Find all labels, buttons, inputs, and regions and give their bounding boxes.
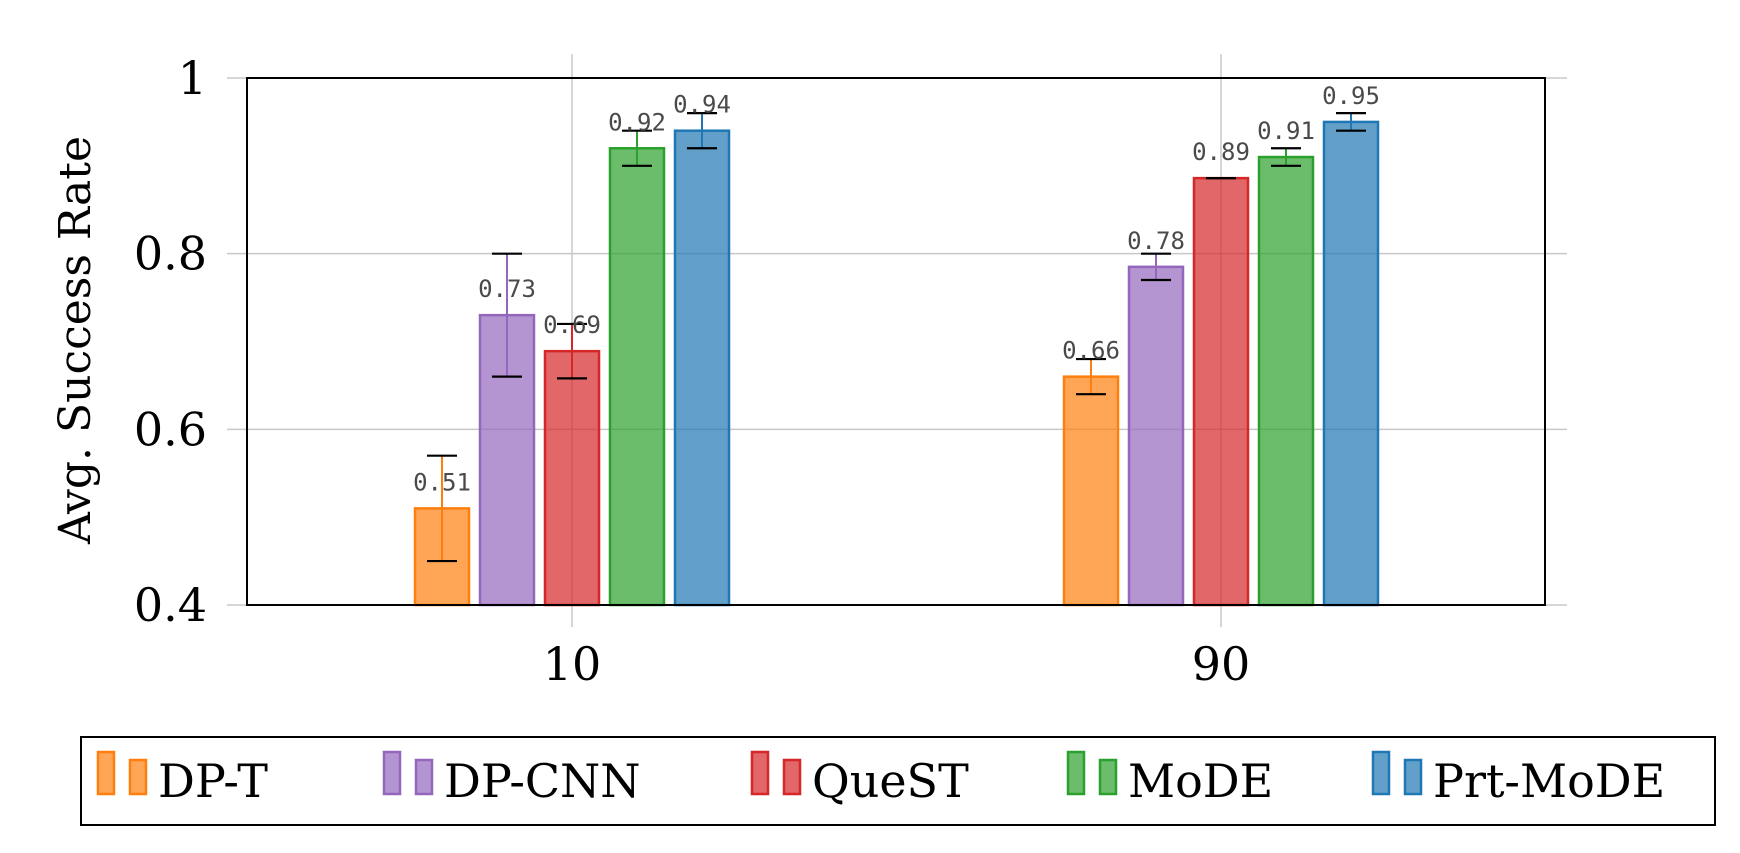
data-label-mode-10: 0.92 — [608, 108, 666, 136]
error-bar-dp-cnn-10 — [492, 252, 522, 378]
error-bar-prt-mode-90 — [1336, 112, 1366, 132]
legend-label: QueST — [812, 754, 969, 808]
y-tick-label: 0.8 — [134, 227, 207, 281]
bar-mode-90 — [1257, 155, 1315, 607]
bar-dp-cnn-90 — [1127, 265, 1185, 607]
legend-label: MoDE — [1128, 754, 1273, 808]
legend-item-dp-t: DP-T — [96, 750, 268, 808]
bar-mode-10 — [608, 147, 666, 607]
legend-label: DP-T — [158, 754, 268, 808]
legend-box — [80, 736, 1716, 826]
y-axis-ticks: 0.4 0.6 0.8 1 — [134, 51, 207, 632]
legend-item-prt-mode: Prt-MoDE — [1371, 750, 1665, 808]
y-tick-label: 0.4 — [134, 578, 207, 632]
x-axis-ticks: 10 90 — [543, 637, 1251, 691]
bar-dp-t-90 — [1062, 375, 1120, 607]
y-tick-label: 1 — [178, 51, 207, 105]
bar-prt-mode-90 — [1322, 120, 1380, 607]
data-label-dp-t-10: 0.51 — [413, 468, 471, 496]
legend-swatch — [96, 750, 116, 796]
legend: DP-T DP-CNN QueST MoDE Prt-MoDE — [80, 736, 1716, 826]
bar-prt-mode-10 — [673, 129, 731, 607]
error-bar-dp-t-10 — [427, 454, 457, 563]
data-label-dp-cnn-10: 0.73 — [478, 275, 536, 303]
legend-swatch — [750, 750, 770, 796]
bar-quest-10 — [543, 349, 601, 607]
data-label-prt-mode-90: 0.95 — [1322, 82, 1380, 110]
legend-label: Prt-MoDE — [1433, 754, 1665, 808]
error-bar-quest-10 — [557, 322, 587, 380]
legend-swatch — [382, 750, 402, 796]
error-bar-prt-mode-10 — [687, 112, 717, 150]
y-tick-label: 0.6 — [134, 402, 207, 456]
error-bars — [427, 112, 1366, 563]
data-label-mode-90: 0.91 — [1257, 117, 1315, 145]
legend-swatch — [1066, 750, 1086, 796]
data-labels: 0.51 0.66 0.73 0.78 0.69 0.89 0.92 0.91 0.94 0.95 — [413, 82, 1380, 496]
legend-swatch — [1403, 758, 1423, 796]
legend-label: DP-CNN — [444, 754, 641, 808]
bar-quest-90 — [1192, 176, 1250, 607]
legend-item-quest: QueST — [750, 750, 969, 808]
legend-item-dp-cnn: DP-CNN — [382, 750, 641, 808]
error-bar-mode-10 — [622, 129, 652, 167]
y-axis-label: Avg. Success Rate — [50, 136, 101, 545]
bars — [413, 120, 1380, 607]
legend-item-mode: MoDE — [1066, 750, 1273, 808]
plot-frame — [246, 77, 1546, 606]
data-label-dp-cnn-90: 0.78 — [1127, 227, 1185, 255]
legend-swatch — [1098, 758, 1118, 796]
data-label-quest-90: 0.89 — [1192, 138, 1250, 166]
data-label-prt-mode-10: 0.94 — [673, 91, 731, 119]
x-tick-label: 10 — [543, 637, 602, 691]
legend-swatch — [414, 758, 434, 796]
legend-swatch — [128, 758, 148, 796]
data-label-quest-10: 0.69 — [543, 311, 601, 339]
legend-swatch — [1371, 750, 1391, 796]
error-bar-dp-cnn-90 — [1141, 252, 1171, 282]
error-bar-mode-90 — [1271, 147, 1301, 167]
legend-swatch — [782, 758, 802, 796]
error-bar-dp-t-90 — [1076, 357, 1106, 396]
data-label-dp-t-90: 0.66 — [1062, 337, 1120, 365]
x-tick-label: 90 — [1192, 637, 1251, 691]
